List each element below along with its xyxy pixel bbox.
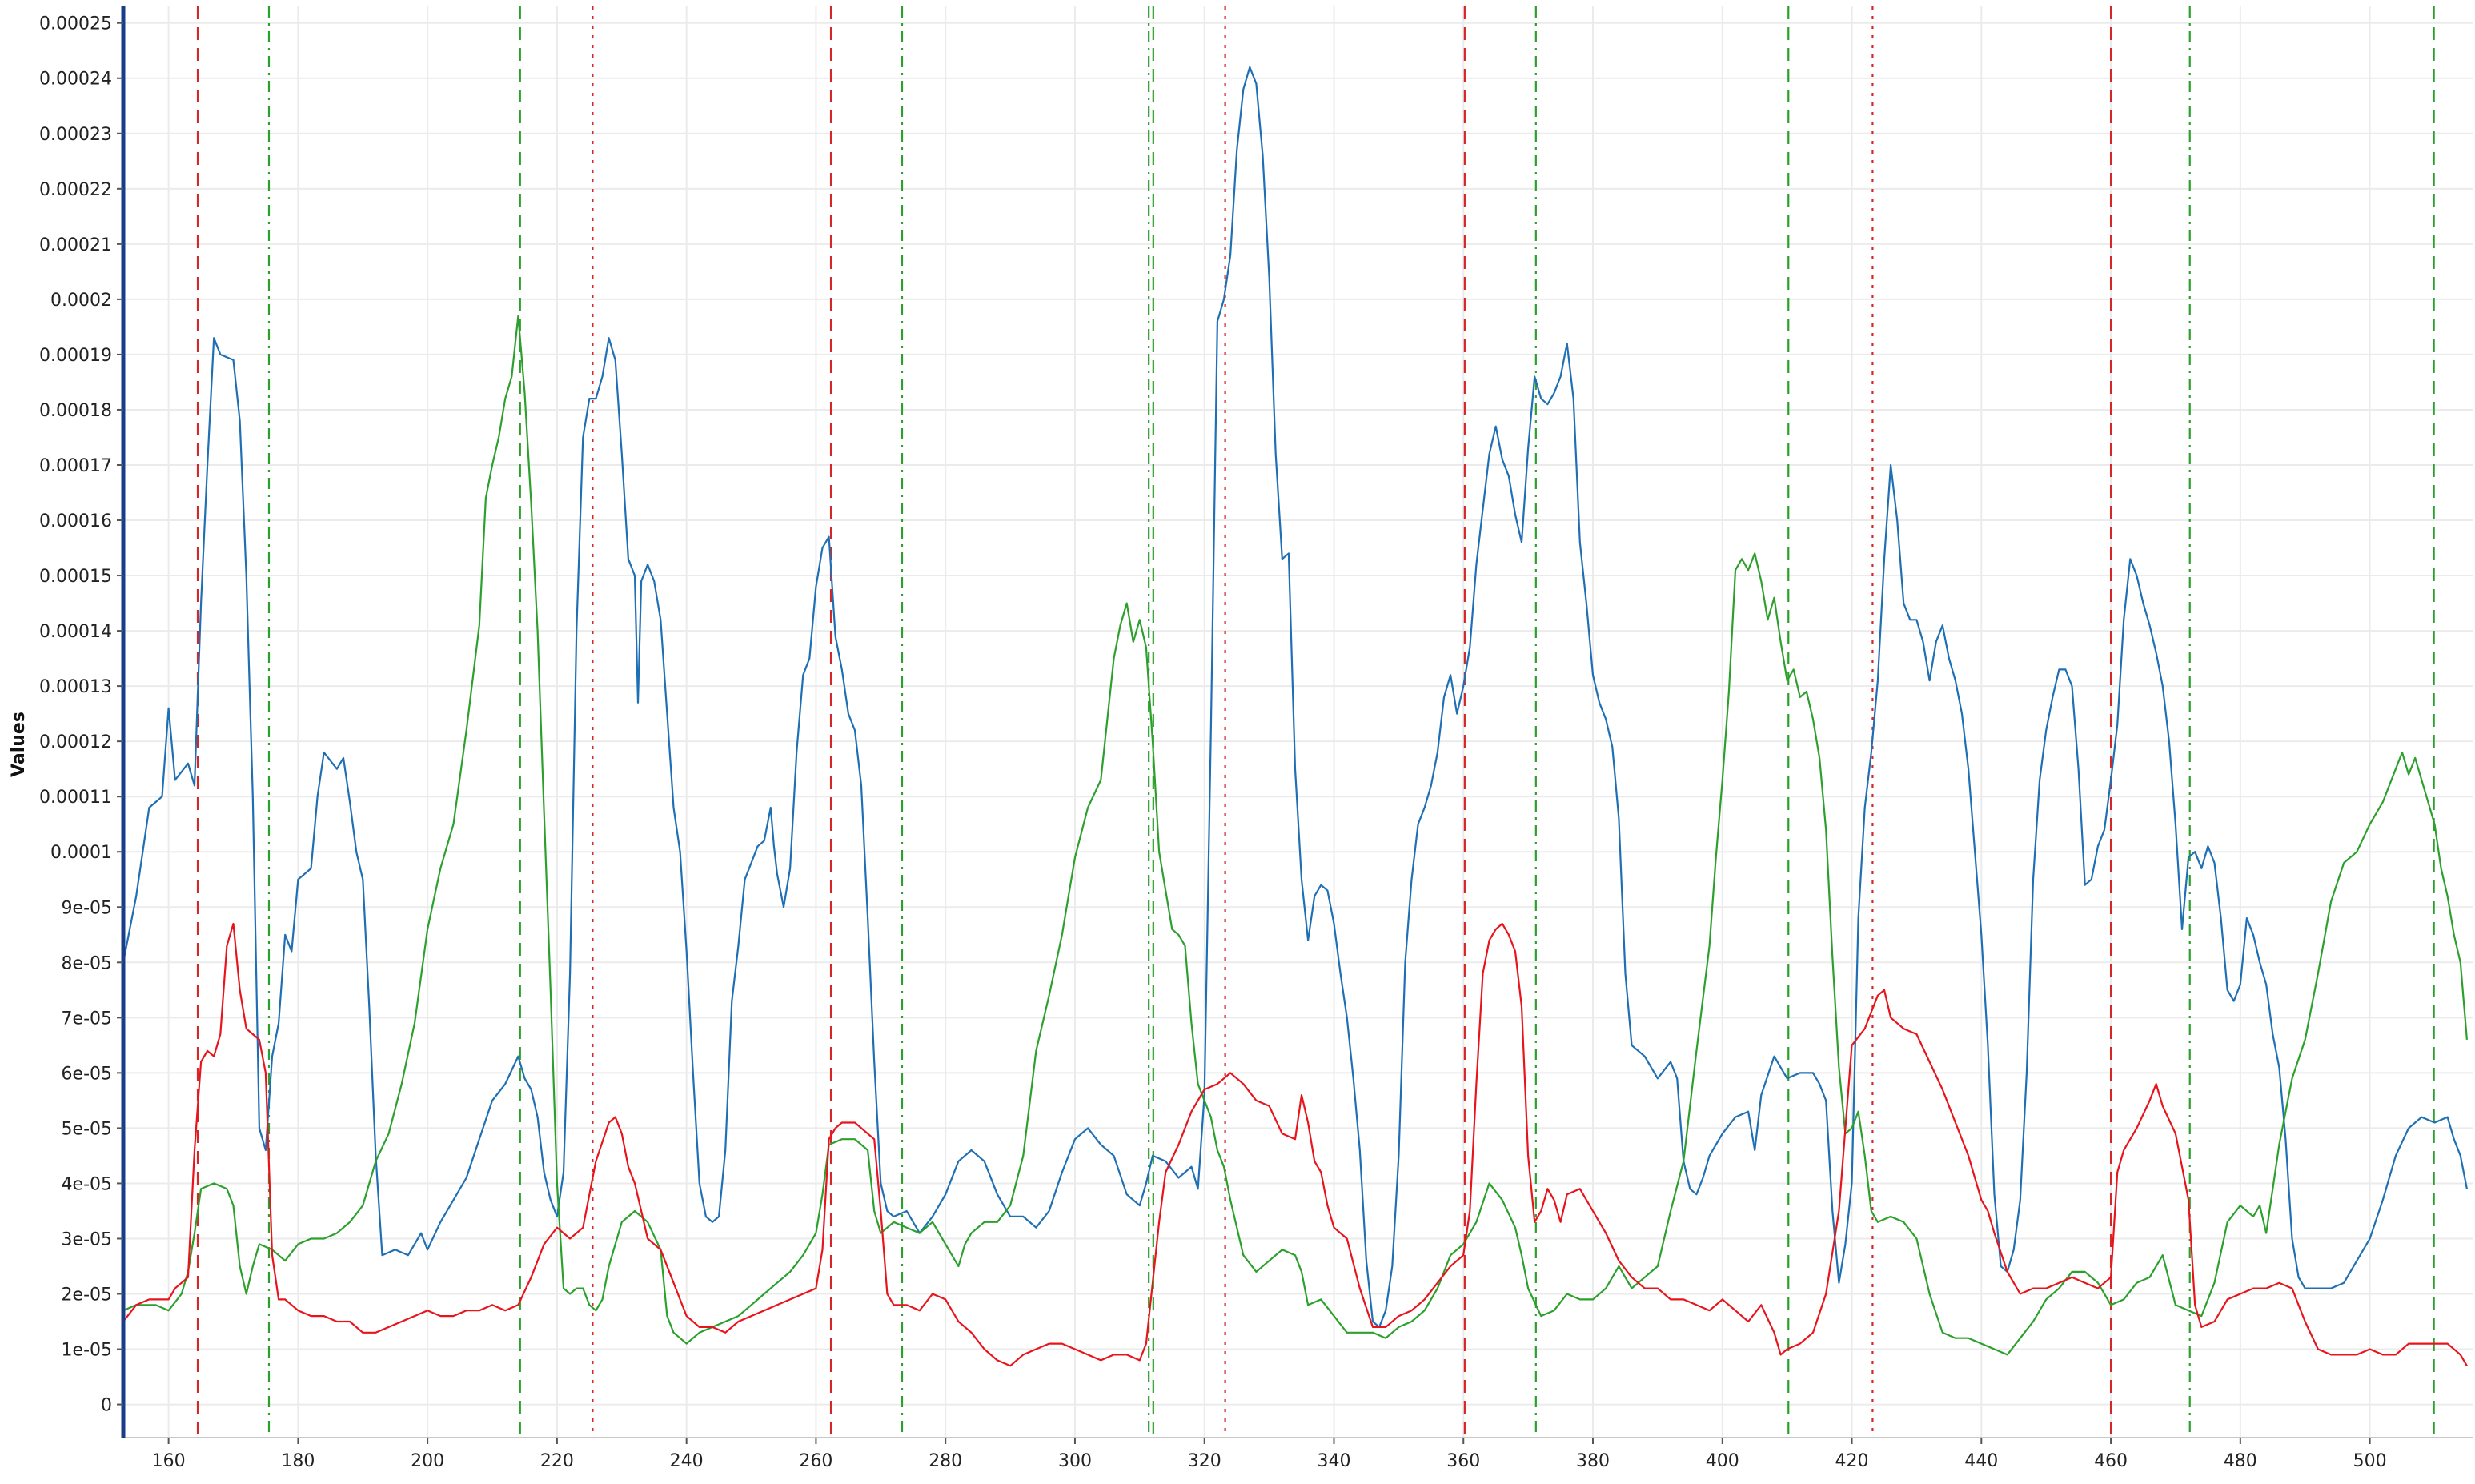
series-line-2 [122, 315, 2468, 1356]
x-tick-labels: 160 180 200 220 240 260 280 300 320 340 360 380 400 4… [152, 1451, 2387, 1471]
y-tick-label: 0.00022 [39, 180, 112, 200]
y-tick-label: 0.00016 [39, 511, 112, 531]
y-tick-label: 4e-05 [62, 1174, 112, 1194]
series-line-1 [122, 66, 2468, 1328]
y-tick-label: 0.00018 [39, 401, 112, 421]
x-tick-label: 380 [1576, 1451, 1610, 1471]
y-tick-label: 8e-05 [62, 953, 112, 973]
x-tick-label: 440 [1964, 1451, 1998, 1471]
x-tick-label: 280 [929, 1451, 962, 1471]
y-tick-label: 0.00014 [39, 622, 112, 642]
x-tick-label: 460 [2094, 1451, 2128, 1471]
x-tick-label: 260 [799, 1451, 832, 1471]
x-tick-label: 200 [411, 1451, 444, 1471]
y-tick-label: 0.00015 [39, 567, 112, 587]
y-tick-label: 0.0001 [50, 843, 112, 863]
y-tick-label: 0 [101, 1396, 112, 1416]
y-tick-label: 2e-05 [62, 1285, 112, 1306]
y-tick-label: 1e-05 [62, 1341, 112, 1361]
x-tick-label: 480 [2224, 1451, 2257, 1471]
x-tick-label: 160 [152, 1451, 186, 1471]
y-tick-label: 7e-05 [62, 1009, 112, 1029]
y-tick-label: 0.00012 [39, 732, 112, 752]
y-tick-label: 6e-05 [62, 1064, 112, 1084]
y-tick-label: 0.00013 [39, 677, 112, 697]
series-line-3 [122, 922, 2468, 1367]
x-tick-label: 360 [1446, 1451, 1480, 1471]
axes [117, 6, 2473, 1444]
x-tick-label: 340 [1317, 1451, 1350, 1471]
y-tick-label: 3e-05 [62, 1229, 112, 1249]
data-series [122, 66, 2468, 1367]
x-tick-label: 300 [1058, 1451, 1092, 1471]
grid-lines [123, 6, 2473, 1438]
y-tick-label: 0.00011 [39, 788, 112, 808]
x-tick-label: 240 [670, 1451, 704, 1471]
event-marker-lines [196, 6, 2435, 1438]
y-tick-label: 0.0002 [50, 291, 112, 311]
x-tick-label: 320 [1188, 1451, 1221, 1471]
x-tick-label: 500 [2353, 1451, 2387, 1471]
y-tick-label: 0.00025 [39, 14, 112, 34]
x-tick-label: 420 [1835, 1451, 1869, 1471]
y-tick-label: 0.00019 [39, 346, 112, 366]
y-tick-label: 0.00017 [39, 456, 112, 476]
x-tick-label: 400 [1706, 1451, 1739, 1471]
y-tick-label: 0.00024 [39, 70, 112, 90]
y-tick-labels: 0 1e-05 2e-05 3e-05 4e-05 5e-05 6e-05 7e-05 8e-0… [39, 14, 112, 1416]
x-tick-label: 220 [540, 1451, 574, 1471]
y-tick-label: 0.00021 [39, 235, 112, 255]
y-tick-label: 5e-05 [62, 1119, 112, 1139]
x-tick-label: 180 [281, 1451, 315, 1471]
y-tick-label: 9e-05 [62, 898, 112, 918]
y-axis-title: Values [9, 712, 29, 777]
y-tick-label: 0.00023 [39, 125, 112, 145]
